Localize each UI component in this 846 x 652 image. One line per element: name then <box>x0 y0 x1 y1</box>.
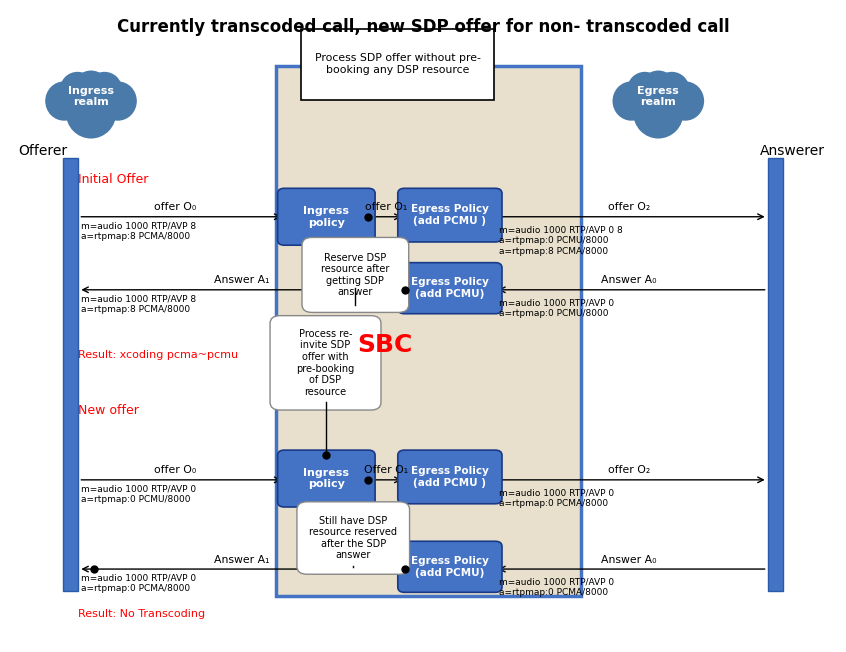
Text: Initial Offer: Initial Offer <box>79 173 149 186</box>
FancyBboxPatch shape <box>398 541 502 592</box>
FancyBboxPatch shape <box>270 316 381 410</box>
Text: Answer A₁: Answer A₁ <box>214 555 269 565</box>
Ellipse shape <box>66 87 116 138</box>
Ellipse shape <box>45 82 83 121</box>
Text: offer O₁: offer O₁ <box>365 202 407 212</box>
Text: offer O₀: offer O₀ <box>154 202 196 212</box>
Text: SBC: SBC <box>358 333 413 357</box>
Text: Ingress
realm: Ingress realm <box>68 85 114 108</box>
FancyBboxPatch shape <box>398 188 502 242</box>
Text: Answer A₀: Answer A₀ <box>602 275 656 286</box>
Ellipse shape <box>87 72 122 107</box>
Text: Egress
realm: Egress realm <box>637 85 679 108</box>
Text: Egress Policy
(add PCMU): Egress Policy (add PCMU) <box>411 277 489 299</box>
Text: Answer A₁: Answer A₁ <box>214 275 269 286</box>
Text: m=audio 1000 RTP/AVP 0
a=rtpmap:0 PCMU/8000: m=audio 1000 RTP/AVP 0 a=rtpmap:0 PCMU/8… <box>81 484 196 504</box>
FancyBboxPatch shape <box>297 502 409 574</box>
Ellipse shape <box>613 82 651 121</box>
Ellipse shape <box>60 72 96 107</box>
Text: m=audio 1000 RTP/AVP 0 8
a=rtpmap:0 PCMU/8000
a=rtpmap:8 PCMA/8000: m=audio 1000 RTP/AVP 0 8 a=rtpmap:0 PCMU… <box>498 226 623 256</box>
FancyBboxPatch shape <box>276 66 581 596</box>
Text: offer O₂: offer O₂ <box>607 202 650 212</box>
Text: m=audio 1000 RTP/AVP 0
a=rtpmap:0 PCMA/8000: m=audio 1000 RTP/AVP 0 a=rtpmap:0 PCMA/8… <box>498 578 613 597</box>
Text: Egress Policy
(add PCMU): Egress Policy (add PCMU) <box>411 556 489 578</box>
FancyBboxPatch shape <box>398 263 502 314</box>
Text: Offer O₁: Offer O₁ <box>364 466 408 475</box>
Text: Result: No Transcoding: Result: No Transcoding <box>79 609 206 619</box>
Text: Ingress
policy: Ingress policy <box>304 467 349 490</box>
FancyBboxPatch shape <box>63 158 79 591</box>
Text: Process SDP offer without pre-
booking any DSP resource: Process SDP offer without pre- booking a… <box>315 53 481 75</box>
Text: Answer A₀: Answer A₀ <box>602 555 656 565</box>
Text: offer O₂: offer O₂ <box>607 466 650 475</box>
Text: Egress Policy
(add PCMU ): Egress Policy (add PCMU ) <box>411 466 489 488</box>
Text: Ingress
policy: Ingress policy <box>304 206 349 228</box>
FancyBboxPatch shape <box>302 237 409 312</box>
Text: m=audio 1000 RTP/AVP 0
a=rtpmap:0 PCMA/8000: m=audio 1000 RTP/AVP 0 a=rtpmap:0 PCMA/8… <box>498 489 613 509</box>
Text: Egress Policy
(add PCMU ): Egress Policy (add PCMU ) <box>411 204 489 226</box>
Text: Result: xcoding pcma~pcmu: Result: xcoding pcma~pcmu <box>79 350 239 360</box>
Ellipse shape <box>74 70 108 106</box>
FancyBboxPatch shape <box>277 188 375 245</box>
Text: Offerer: Offerer <box>18 145 67 158</box>
Ellipse shape <box>654 72 689 107</box>
FancyBboxPatch shape <box>767 158 783 591</box>
Text: Reserve DSP
resource after
getting SDP
answer: Reserve DSP resource after getting SDP a… <box>321 252 389 297</box>
Ellipse shape <box>640 70 676 106</box>
Text: Answerer: Answerer <box>760 145 825 158</box>
Ellipse shape <box>99 82 137 121</box>
FancyBboxPatch shape <box>277 450 375 507</box>
Text: offer O₀: offer O₀ <box>154 466 196 475</box>
Text: Currently transcoded call, new SDP offer for non- transcoded call: Currently transcoded call, new SDP offer… <box>117 18 729 37</box>
Text: New offer: New offer <box>79 404 140 417</box>
Ellipse shape <box>633 87 684 138</box>
FancyBboxPatch shape <box>301 29 494 100</box>
Ellipse shape <box>667 82 704 121</box>
Ellipse shape <box>627 72 662 107</box>
Text: m=audio 1000 RTP/AVP 8
a=rtpmap:8 PCMA/8000: m=audio 1000 RTP/AVP 8 a=rtpmap:8 PCMA/8… <box>81 221 196 241</box>
Text: m=audio 1000 RTP/AVP 0
a=rtpmap:0 PCMA/8000: m=audio 1000 RTP/AVP 0 a=rtpmap:0 PCMA/8… <box>81 574 196 593</box>
Text: Process re-
invite SDP
offer with
pre-booking
of DSP
resource: Process re- invite SDP offer with pre-bo… <box>296 329 354 397</box>
Text: m=audio 1000 RTP/AVP 0
a=rtpmap:0 PCMU/8000: m=audio 1000 RTP/AVP 0 a=rtpmap:0 PCMU/8… <box>498 298 613 318</box>
Text: Still have DSP
resource reserved
after the SDP
answer: Still have DSP resource reserved after t… <box>310 516 398 561</box>
FancyBboxPatch shape <box>398 450 502 504</box>
Text: m=audio 1000 RTP/AVP 8
a=rtpmap:8 PCMA/8000: m=audio 1000 RTP/AVP 8 a=rtpmap:8 PCMA/8… <box>81 294 196 314</box>
